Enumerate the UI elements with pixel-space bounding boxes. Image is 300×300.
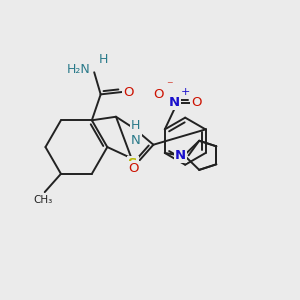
Text: H₂N: H₂N [67,63,91,76]
Text: O: O [191,96,202,110]
Text: O: O [128,162,139,176]
Text: +: + [181,87,190,97]
Text: N: N [169,96,180,110]
Text: N: N [131,134,141,147]
Text: CH₃: CH₃ [34,195,53,205]
Text: N: N [175,149,186,162]
Text: ⁻: ⁻ [166,79,172,92]
Text: O: O [154,88,164,101]
Text: O: O [123,85,134,98]
Text: H: H [131,119,140,132]
Text: H: H [98,52,108,65]
Text: S: S [128,157,138,170]
